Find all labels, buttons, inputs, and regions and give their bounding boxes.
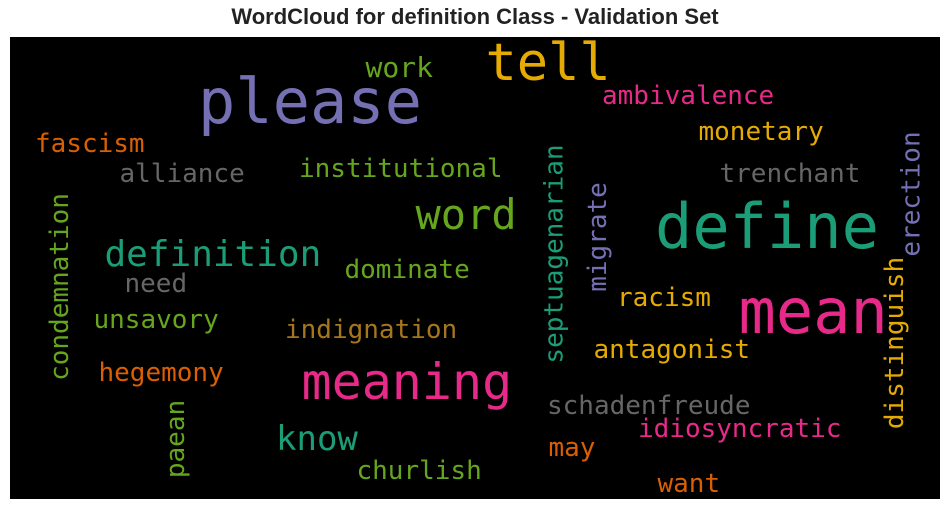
word-distinguish: distinguish (880, 256, 911, 430)
word-schadenfreude: schadenfreude (547, 391, 751, 421)
word-need: need (124, 269, 188, 299)
word-septuagenarian: septuagenarian (539, 144, 570, 364)
word-cloud: please tell define mean meaning word definitio… (10, 37, 940, 499)
word-dominate: dominate (344, 255, 470, 285)
word-ambivalence: ambivalence (602, 81, 775, 111)
word-work: work (365, 51, 433, 84)
word-tell: tell (485, 37, 611, 93)
word-condemnation: condemnation (44, 193, 75, 381)
word-alliance: alliance (119, 159, 245, 189)
word-want: want (657, 469, 721, 499)
word-monetary: monetary (698, 117, 824, 147)
word-mean: mean (738, 275, 888, 348)
word-hegemony: hegemony (98, 358, 224, 388)
word-definition: definition (104, 234, 322, 275)
word-indignation: indignation (285, 315, 458, 345)
word-fascism: fascism (35, 129, 145, 159)
chart-title: WordCloud for definition Class - Validat… (231, 4, 719, 29)
word-trenchant: trenchant (719, 159, 861, 189)
word-erection: erection (896, 131, 927, 257)
word-racism: racism (617, 283, 711, 313)
word-define: define (655, 190, 879, 263)
word-institutional: institutional (299, 154, 503, 184)
word-churlish: churlish (356, 456, 482, 486)
word-meaning: meaning (301, 353, 513, 411)
word-idiosyncratic: idiosyncratic (638, 414, 842, 444)
word-know: know (276, 419, 358, 459)
word-may: may (548, 433, 596, 463)
word-paean: paean (161, 399, 192, 479)
word-migrate: migrate (582, 182, 613, 292)
word-unsavory: unsavory (93, 305, 219, 335)
word-antagonist: antagonist (593, 335, 751, 365)
word-please: please (198, 65, 422, 138)
word-word: word (415, 190, 517, 239)
